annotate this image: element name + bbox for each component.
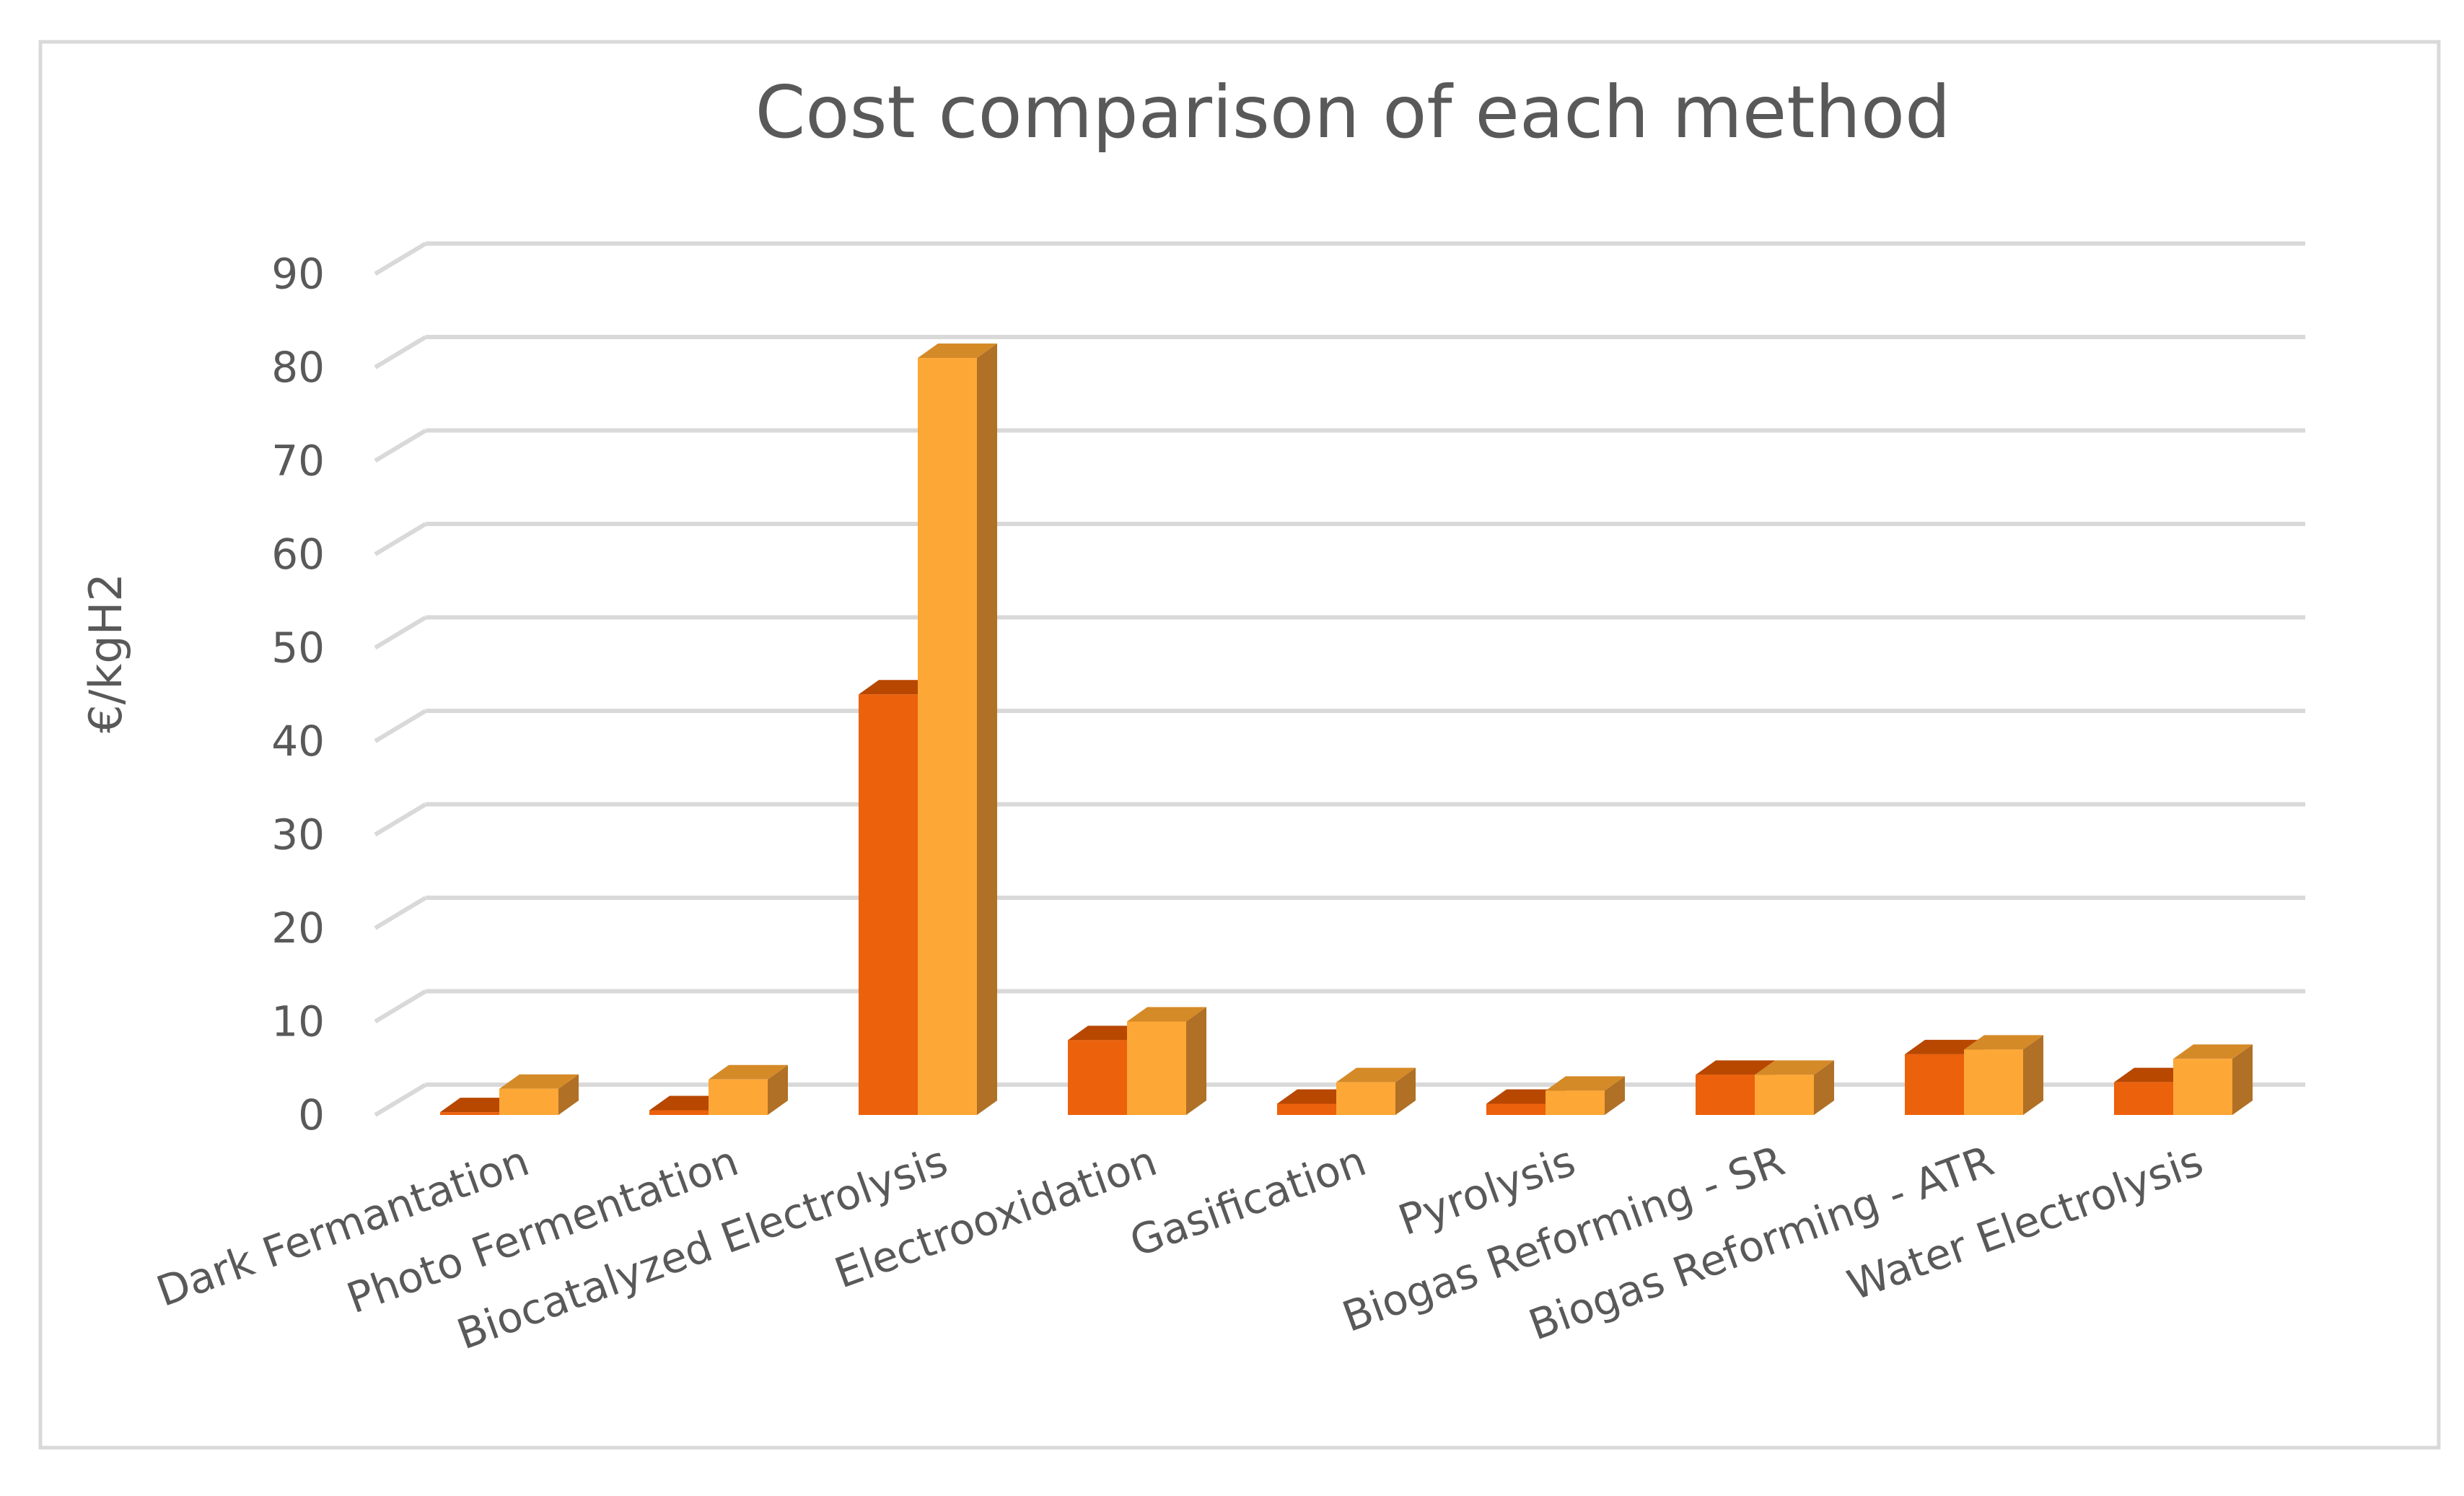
bar-biogas-reforming-sr-series-2 (1755, 1060, 1834, 1115)
y-tick-label: 50 (271, 624, 325, 673)
bar-side (1186, 1007, 1206, 1115)
y-tick-label: 70 (271, 437, 325, 486)
gridline-diagonal (374, 709, 427, 743)
chart-border (38, 40, 2441, 1450)
bar-side (558, 1074, 579, 1115)
bar-front (1755, 1075, 1814, 1115)
bar-group-water-electrolysis (2114, 1044, 2253, 1115)
chart-title: Cost comparison of each method (755, 70, 1950, 154)
bar-front (1546, 1090, 1605, 1115)
bar-photo-fermentation-series-2 (709, 1064, 788, 1115)
bar-top (1696, 1060, 1775, 1075)
bar-dark-fermantation-series-2 (499, 1074, 579, 1115)
bar-side (768, 1064, 788, 1115)
bar-side (977, 344, 997, 1115)
bar-side (2023, 1035, 2043, 1115)
bar-pyrolysis-series-2 (1546, 1076, 1625, 1115)
bar-biogas-reforming-atr-series-2 (1964, 1035, 2043, 1115)
bar-front (440, 1112, 499, 1115)
bar-front (1068, 1040, 1127, 1115)
bar-group-gasification (1277, 1067, 1416, 1115)
gridline-diagonal (374, 989, 427, 1024)
gridlines (374, 241, 2305, 1117)
bar-top (918, 344, 997, 359)
bar-side (2232, 1044, 2253, 1115)
bar-top (499, 1074, 579, 1089)
bar-front (918, 358, 977, 1115)
y-tick-label: 0 (298, 1090, 325, 1140)
bar-group-dark-fermantation (440, 1074, 579, 1115)
bar-group-biogas-reforming-atr (1905, 1035, 2043, 1115)
y-tick-label: 90 (271, 250, 325, 299)
bar-front (1696, 1075, 1755, 1115)
y-axis-label: €/kgH2 (79, 573, 132, 733)
gridline-diagonal (374, 1082, 427, 1117)
bar-front (1277, 1103, 1336, 1115)
y-tick-label: 40 (271, 717, 325, 766)
bar-top (709, 1064, 788, 1080)
bar-gasification-series-2 (1336, 1067, 1416, 1115)
bar-front (1905, 1054, 1964, 1115)
bars (440, 344, 2253, 1115)
y-tick-label: 60 (271, 530, 325, 579)
y-tick-label: 10 (271, 997, 325, 1046)
y-axis-ticks: 0 10 20 30 40 50 60 70 80 90 (271, 250, 325, 1140)
gridline-diagonal (374, 896, 427, 930)
bar-front (2173, 1059, 2232, 1115)
bar-group-biogas-reforming-sr (1696, 1060, 1834, 1115)
gridline-diagonal (374, 802, 427, 837)
bar-group-biocatalyzed-electrolysis (859, 344, 997, 1115)
bar-side (1395, 1067, 1416, 1115)
bar-water-electrolysis-series-2 (2173, 1044, 2253, 1115)
y-tick-label: 30 (271, 810, 325, 859)
bar-top (1546, 1076, 1625, 1091)
bar-front (709, 1079, 768, 1115)
bar-group-photo-fermentation (649, 1064, 788, 1115)
bar-top (2173, 1044, 2253, 1059)
bar-side (1814, 1060, 1834, 1115)
bar-front (2114, 1082, 2173, 1115)
bar-side (1605, 1076, 1625, 1115)
bar-top (1336, 1067, 1416, 1082)
bar-front (1486, 1103, 1546, 1115)
bar-top (1127, 1007, 1206, 1022)
bar-group-electrooxidation (1068, 1007, 1206, 1115)
gridline-diagonal (374, 335, 427, 369)
bar-group-pyrolysis (1486, 1076, 1625, 1115)
gridline-diagonal (374, 522, 427, 556)
bar-top (1964, 1035, 2043, 1050)
bar-biocatalyzed-electrolysis-series-2 (918, 344, 997, 1115)
y-tick-label: 20 (271, 904, 325, 953)
gridline-diagonal (374, 615, 427, 650)
bar-front (1336, 1082, 1395, 1115)
bar-front (1964, 1049, 2023, 1115)
bar-electrooxidation-series-2 (1127, 1007, 1206, 1115)
y-tick-label: 80 (271, 343, 325, 392)
bar-front (859, 694, 918, 1115)
bar-top (1755, 1060, 1834, 1075)
gridline-diagonal (374, 428, 427, 463)
bar-front (499, 1088, 558, 1115)
bar-front (649, 1110, 709, 1115)
bar-front (1127, 1021, 1186, 1115)
gridline-diagonal (374, 241, 427, 276)
